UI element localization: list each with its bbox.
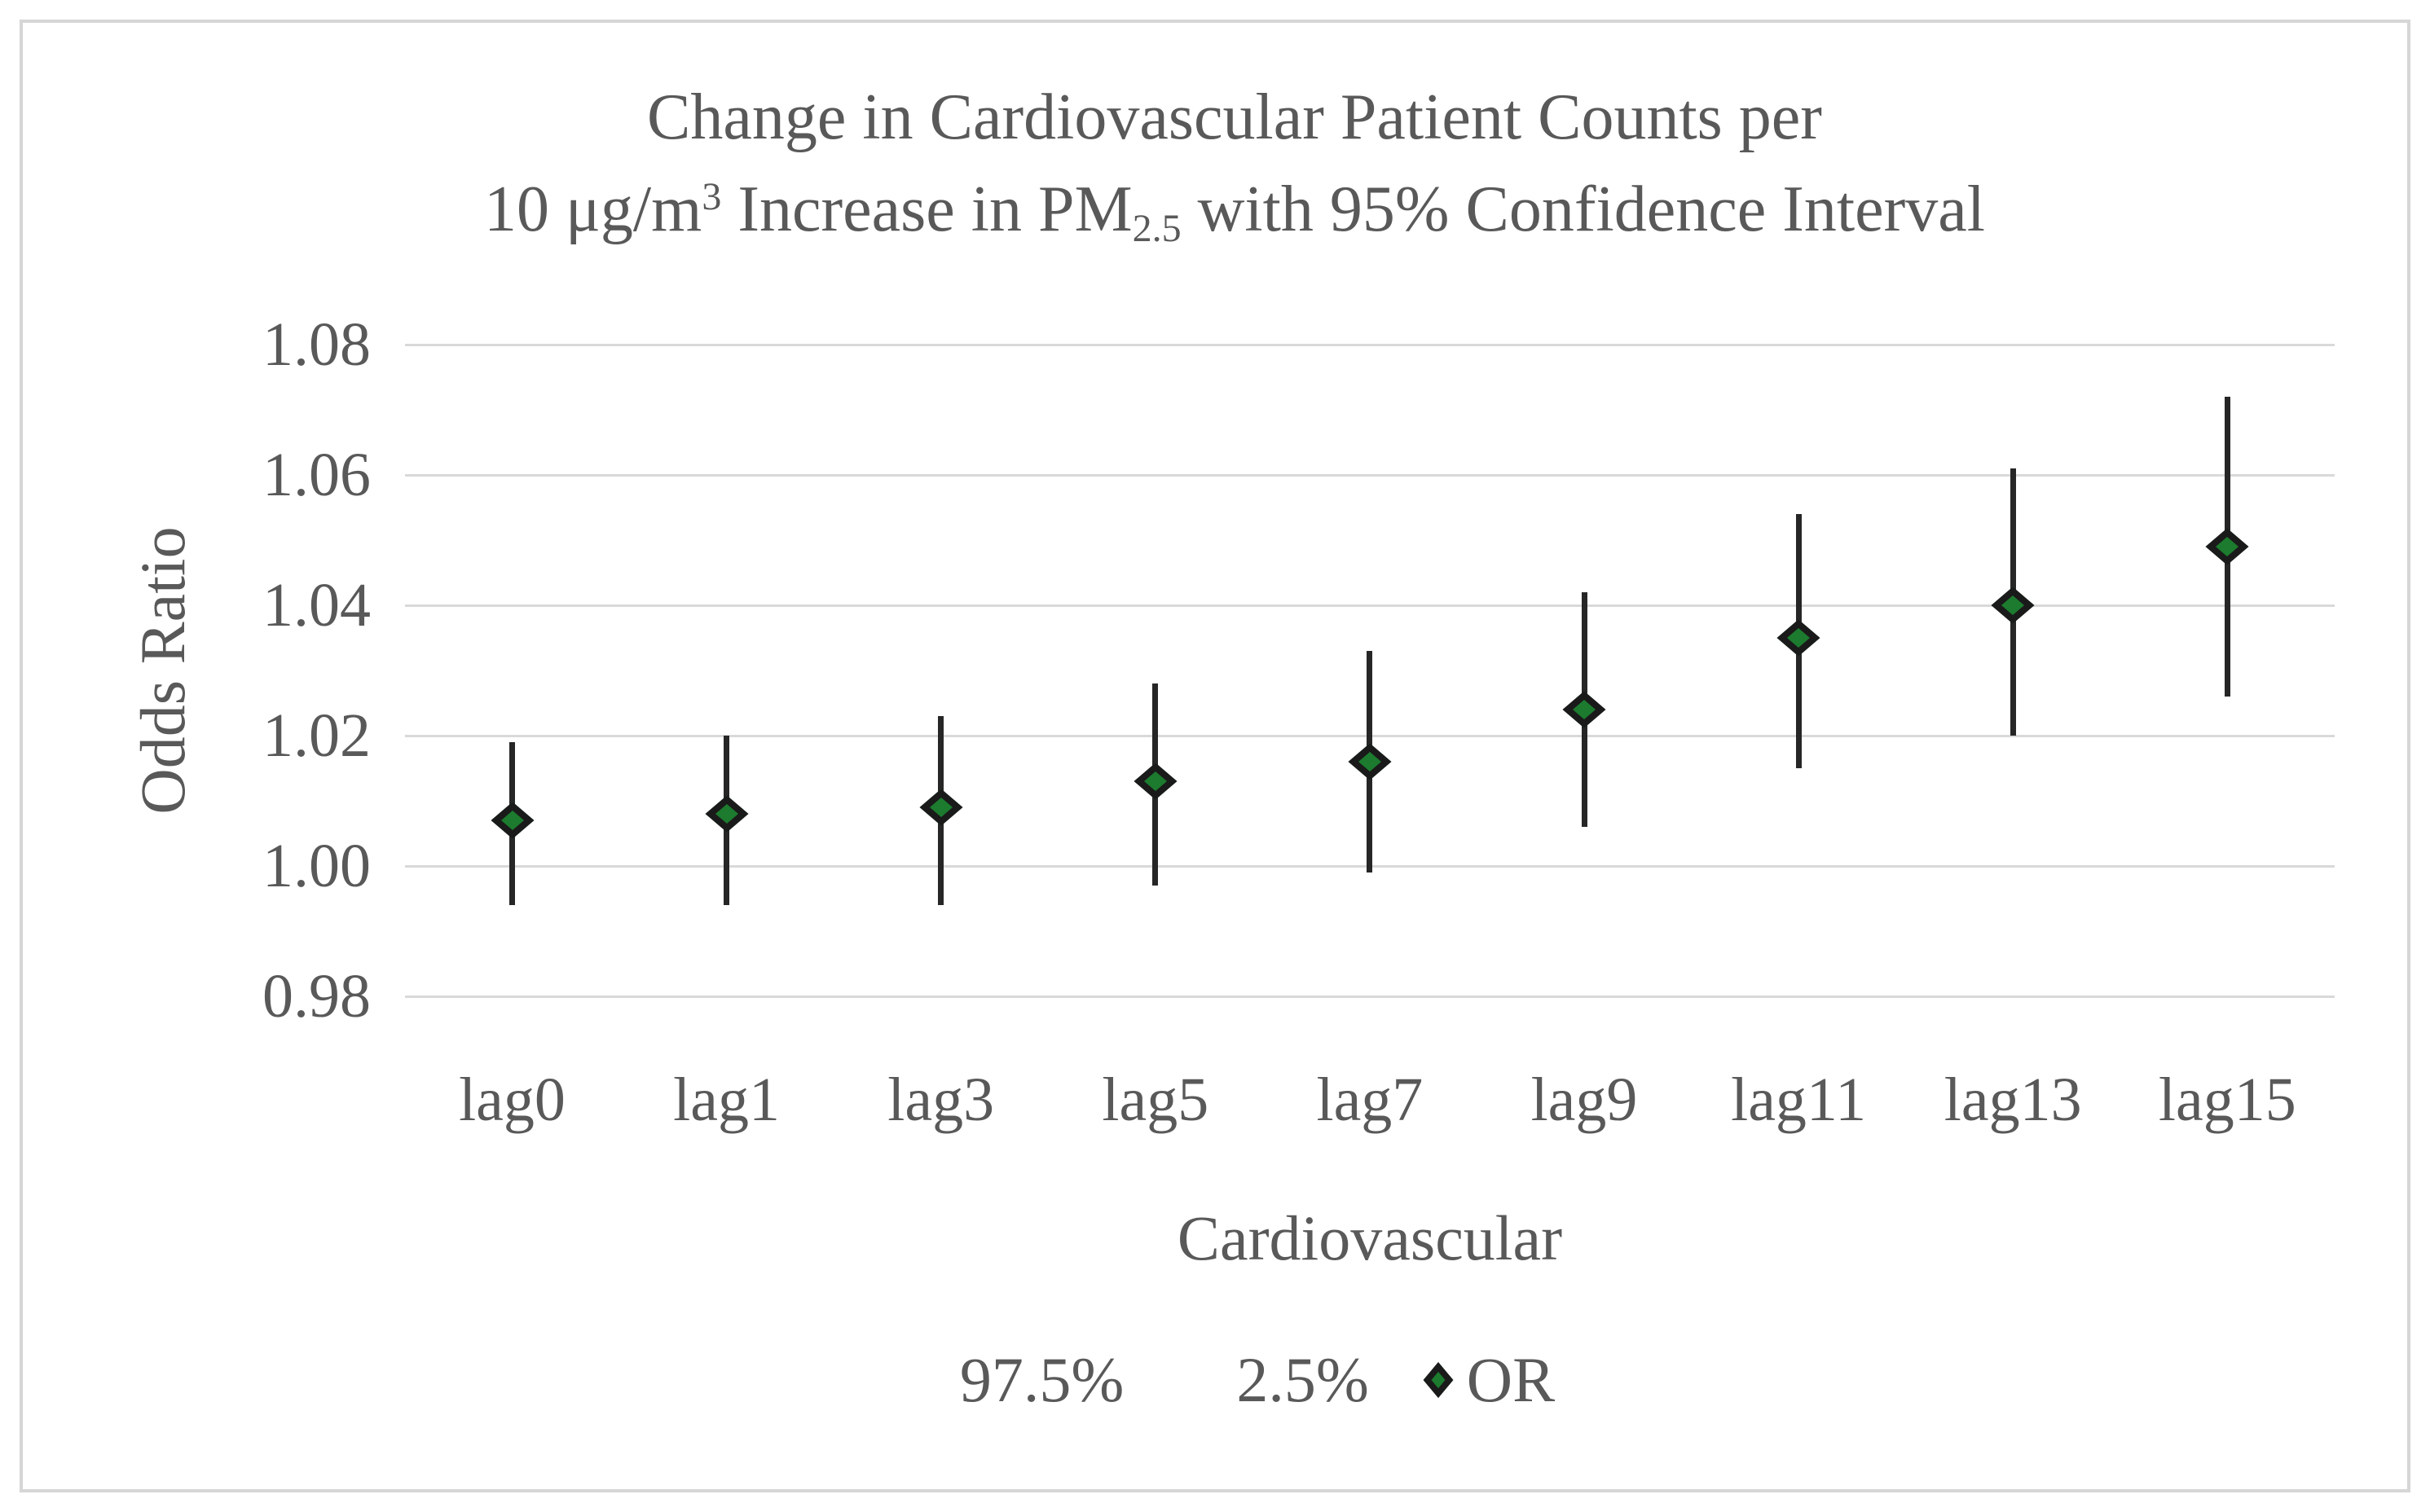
title-text: 10 μg/m bbox=[483, 174, 702, 245]
x-tick-label: lag0 bbox=[459, 1066, 566, 1134]
title-text: Increase in PM bbox=[721, 174, 1133, 245]
or-marker bbox=[491, 802, 534, 839]
x-axis-title: Cardiovascular bbox=[1177, 1202, 1563, 1273]
chart-title-line2: 10 μg/m3 Increase in PM2.5 with 95% Conf… bbox=[39, 164, 2430, 256]
x-tick-label: lag5 bbox=[1102, 1066, 1209, 1134]
gridline bbox=[405, 604, 2335, 607]
legend-diamond-icon bbox=[1423, 1361, 1454, 1399]
gridline bbox=[405, 473, 2335, 477]
legend-item: OR bbox=[1423, 1343, 1555, 1417]
or-marker bbox=[1562, 691, 1606, 728]
y-tick-label: 1.00 bbox=[262, 832, 371, 900]
x-tick-label: lag11 bbox=[1731, 1066, 1867, 1134]
or-marker bbox=[1991, 587, 2035, 624]
figure-border bbox=[20, 20, 2410, 1492]
chart-title: Change in Cardiovascular Patient Counts … bbox=[39, 72, 2430, 256]
or-marker bbox=[1776, 619, 1820, 657]
x-tick-label: lag1 bbox=[673, 1066, 781, 1134]
y-tick-label: 1.04 bbox=[262, 571, 371, 640]
y-tick-label: 1.02 bbox=[262, 701, 371, 770]
x-tick-label: lag9 bbox=[1530, 1066, 1638, 1134]
x-tick-label: lag15 bbox=[2158, 1066, 2296, 1134]
or-marker bbox=[919, 789, 963, 826]
legend-item-label: 97.5% bbox=[959, 1344, 1125, 1415]
or-marker bbox=[1348, 743, 1392, 780]
legend-item-label: OR bbox=[1466, 1344, 1556, 1415]
legend-item: 2.5% bbox=[1236, 1343, 1368, 1417]
legend-item-label: 2.5% bbox=[1236, 1344, 1369, 1415]
x-tick-label: lag7 bbox=[1316, 1066, 1424, 1134]
legend-item: 97.5% bbox=[960, 1343, 1124, 1417]
gridline bbox=[405, 995, 2335, 998]
y-tick-label: 1.06 bbox=[262, 441, 371, 509]
x-tick-label: lag3 bbox=[887, 1066, 995, 1134]
gridline bbox=[405, 343, 2335, 346]
or-marker bbox=[2205, 528, 2249, 565]
x-tick-label: lag13 bbox=[1944, 1066, 2082, 1134]
title-sub-text: 2.5 bbox=[1132, 207, 1182, 251]
legend: 97.5% 2.5% OR bbox=[85, 1335, 2430, 1425]
y-tick-label: 1.08 bbox=[262, 310, 371, 379]
title-sup-text: 3 bbox=[702, 174, 722, 218]
chart-title-line1: Change in Cardiovascular Patient Counts … bbox=[647, 81, 1822, 153]
or-marker bbox=[1134, 763, 1178, 800]
title-text: with 95% Confidence Interval bbox=[1181, 174, 1985, 245]
or-marker bbox=[705, 795, 749, 833]
y-tick-label: 0.98 bbox=[262, 962, 371, 1031]
